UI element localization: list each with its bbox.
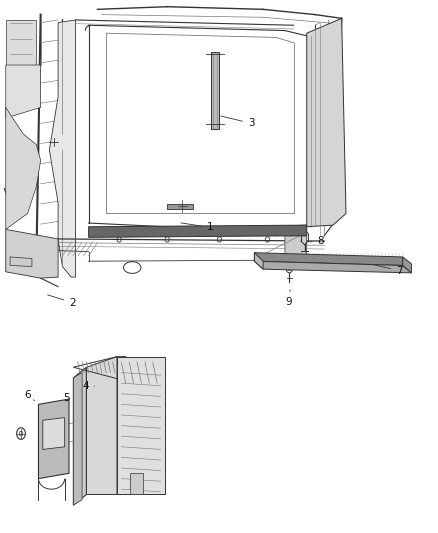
Polygon shape	[284, 236, 306, 262]
Polygon shape	[130, 473, 143, 495]
Polygon shape	[73, 373, 82, 505]
Text: 5: 5	[63, 393, 70, 403]
Polygon shape	[167, 204, 193, 209]
Polygon shape	[117, 357, 165, 495]
Polygon shape	[6, 65, 41, 118]
Polygon shape	[43, 418, 64, 449]
Text: 7: 7	[372, 264, 402, 276]
Polygon shape	[254, 253, 262, 269]
Text: 9: 9	[284, 290, 291, 307]
Polygon shape	[6, 108, 41, 229]
Text: 2: 2	[48, 295, 75, 308]
Polygon shape	[10, 257, 32, 266]
Polygon shape	[6, 229, 58, 278]
Polygon shape	[86, 357, 117, 495]
Polygon shape	[254, 253, 402, 265]
Polygon shape	[6, 20, 36, 65]
Polygon shape	[39, 399, 69, 479]
Polygon shape	[73, 367, 86, 505]
Polygon shape	[402, 257, 410, 273]
Text: 4: 4	[82, 381, 94, 391]
Text: 1: 1	[180, 222, 212, 232]
Polygon shape	[49, 20, 75, 277]
Polygon shape	[88, 225, 306, 237]
Polygon shape	[306, 18, 345, 227]
Text: 8: 8	[309, 236, 324, 246]
Polygon shape	[254, 261, 410, 273]
Text: 6: 6	[24, 390, 35, 401]
Text: 3: 3	[220, 116, 254, 128]
Polygon shape	[210, 52, 219, 128]
